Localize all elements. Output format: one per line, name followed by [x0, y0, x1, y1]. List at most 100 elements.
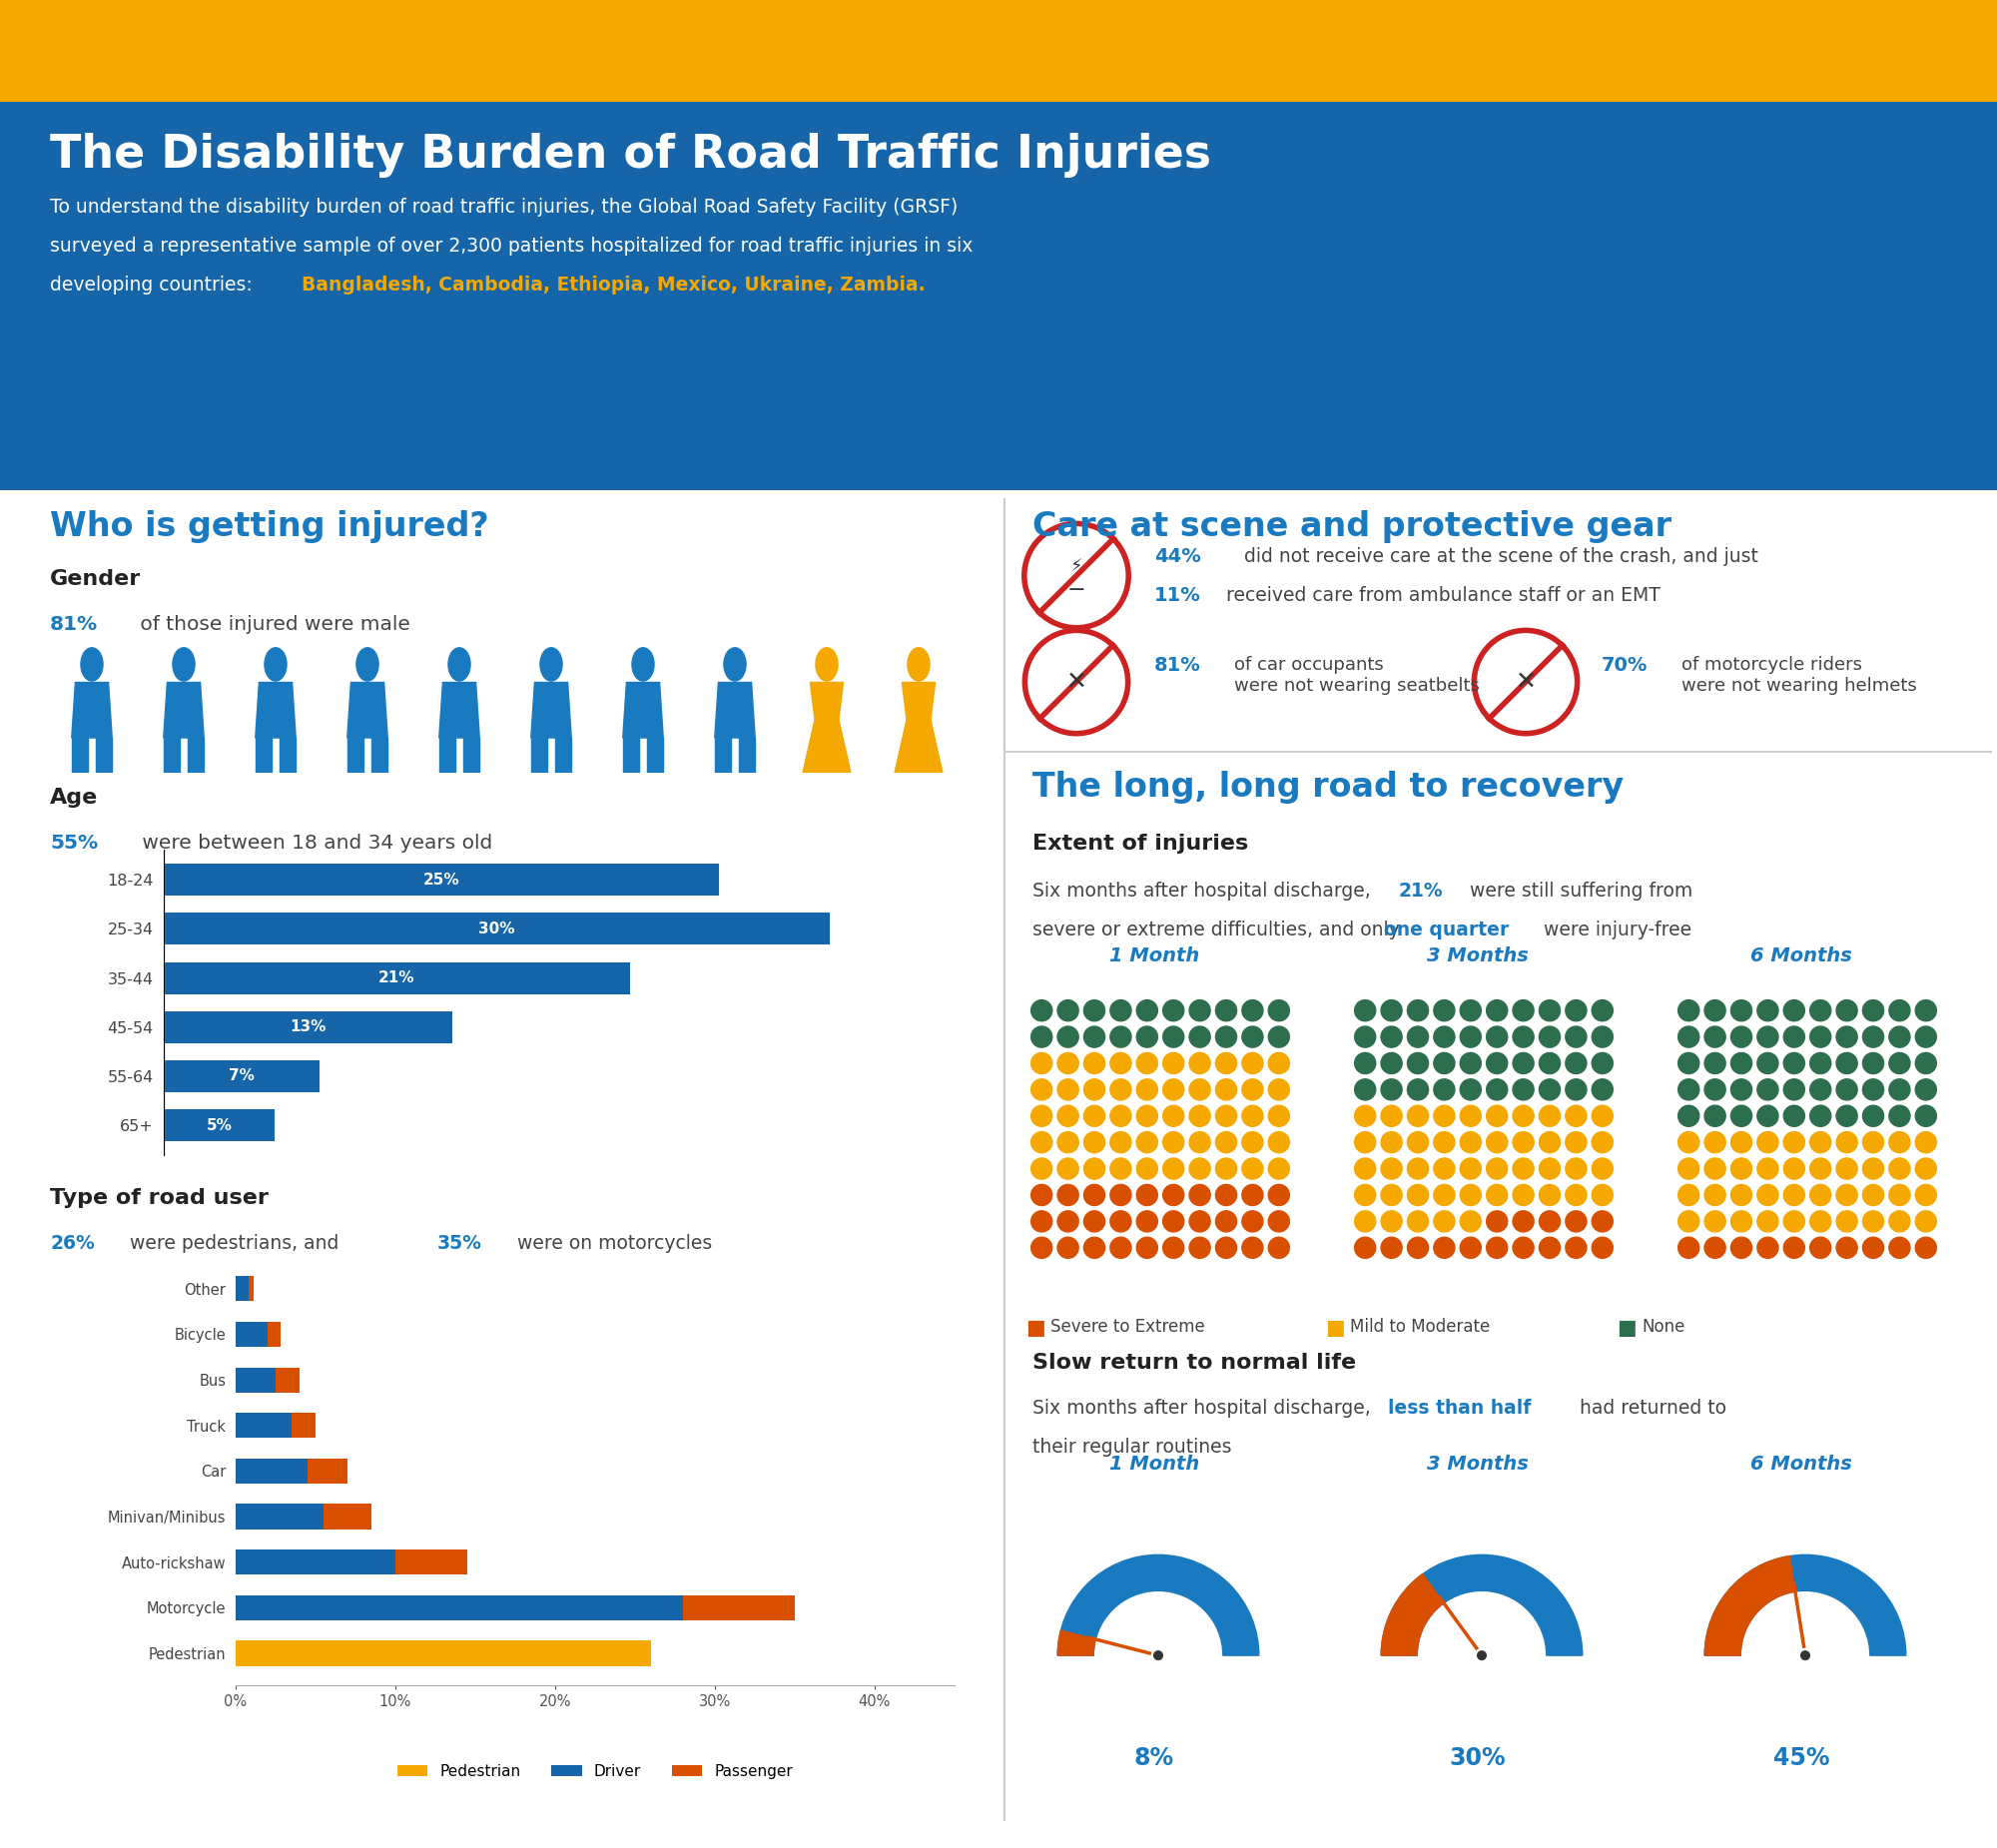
Circle shape [1242, 1026, 1262, 1048]
Circle shape [1837, 1159, 1857, 1179]
Circle shape [1566, 1210, 1586, 1233]
Circle shape [1242, 1000, 1262, 1022]
Circle shape [1757, 1159, 1777, 1179]
Circle shape [1592, 1185, 1614, 1205]
Circle shape [1863, 1000, 1883, 1022]
Circle shape [1705, 1026, 1725, 1048]
Circle shape [1731, 1105, 1751, 1127]
Circle shape [1566, 1236, 1586, 1258]
Circle shape [1486, 1053, 1508, 1074]
Circle shape [1809, 1210, 1831, 1233]
Circle shape [1757, 1079, 1777, 1100]
Circle shape [1154, 1650, 1162, 1660]
Bar [276, 1368, 300, 1392]
Polygon shape [347, 737, 363, 772]
Text: did not receive care at the scene of the crash, and just: did not receive care at the scene of the… [1238, 547, 1757, 565]
Circle shape [1268, 1105, 1290, 1127]
Circle shape [1084, 1026, 1104, 1048]
Circle shape [1058, 1236, 1078, 1258]
Circle shape [1162, 1185, 1184, 1205]
Circle shape [1731, 1026, 1751, 1048]
Circle shape [1136, 1131, 1158, 1153]
Circle shape [1190, 1210, 1210, 1233]
Circle shape [1434, 1236, 1454, 1258]
Circle shape [1460, 1053, 1482, 1074]
Circle shape [1757, 1131, 1777, 1153]
Circle shape [1783, 1053, 1805, 1074]
Circle shape [1030, 1053, 1052, 1074]
Circle shape [1110, 1079, 1130, 1100]
Wedge shape [1058, 1554, 1258, 1656]
Circle shape [1354, 1185, 1376, 1205]
Circle shape [1801, 1650, 1809, 1660]
Circle shape [1110, 1105, 1130, 1127]
Polygon shape [531, 737, 547, 772]
Text: were injury-free: were injury-free [1538, 920, 1691, 939]
Circle shape [1677, 1079, 1699, 1100]
Circle shape [1705, 1210, 1725, 1233]
Text: Mild to Moderate: Mild to Moderate [1350, 1318, 1490, 1336]
Circle shape [1434, 1159, 1454, 1179]
Circle shape [1136, 1159, 1158, 1179]
Circle shape [1058, 1079, 1078, 1100]
Text: Slow return to normal life: Slow return to normal life [1032, 1353, 1356, 1373]
Text: ■: ■ [1618, 1318, 1644, 1338]
Circle shape [1514, 1105, 1534, 1127]
Circle shape [1514, 1000, 1534, 1022]
Circle shape [1486, 1105, 1508, 1127]
Circle shape [1731, 1210, 1751, 1233]
Circle shape [1268, 1079, 1290, 1100]
Polygon shape [531, 682, 571, 737]
Circle shape [1268, 1210, 1290, 1233]
Circle shape [1731, 1236, 1751, 1258]
Circle shape [1216, 1053, 1236, 1074]
Polygon shape [371, 737, 387, 772]
Circle shape [1030, 1079, 1052, 1100]
Circle shape [1110, 1053, 1130, 1074]
Circle shape [1382, 1210, 1402, 1233]
Text: 70%: 70% [1602, 656, 1648, 675]
Circle shape [1162, 1131, 1184, 1153]
Circle shape [1809, 1131, 1831, 1153]
Circle shape [1162, 1053, 1184, 1074]
Circle shape [1783, 1000, 1805, 1022]
Text: 5%: 5% [206, 1118, 232, 1133]
Circle shape [1863, 1159, 1883, 1179]
Circle shape [1434, 1185, 1454, 1205]
Circle shape [1084, 1210, 1104, 1233]
Circle shape [1540, 1105, 1560, 1127]
Bar [268, 1321, 280, 1347]
Text: 81%: 81% [1154, 656, 1200, 675]
Circle shape [1540, 1079, 1560, 1100]
Circle shape [1677, 1131, 1699, 1153]
Circle shape [1889, 1026, 1909, 1048]
Circle shape [1592, 1105, 1614, 1127]
Circle shape [1190, 1079, 1210, 1100]
Circle shape [1242, 1131, 1262, 1153]
Circle shape [1190, 1000, 1210, 1022]
Circle shape [1268, 1185, 1290, 1205]
Circle shape [1058, 1210, 1078, 1233]
Polygon shape [347, 682, 387, 737]
Bar [683, 1595, 795, 1621]
Circle shape [1190, 1159, 1210, 1179]
Wedge shape [1058, 1630, 1096, 1656]
Circle shape [1915, 1210, 1937, 1233]
Text: were on motorcycles: were on motorcycles [511, 1234, 713, 1253]
Circle shape [1242, 1210, 1262, 1233]
Text: their regular routines: their regular routines [1032, 1438, 1232, 1456]
Circle shape [1486, 1210, 1508, 1233]
Circle shape [1460, 1236, 1482, 1258]
Circle shape [1705, 1131, 1725, 1153]
Polygon shape [439, 737, 455, 772]
Circle shape [1190, 1131, 1210, 1153]
Text: 1 Month: 1 Month [1108, 946, 1200, 965]
Circle shape [1408, 1053, 1428, 1074]
Bar [164, 1061, 320, 1092]
Circle shape [1863, 1079, 1883, 1100]
Bar [164, 913, 829, 944]
Bar [164, 863, 719, 896]
Circle shape [1566, 1000, 1586, 1022]
Wedge shape [1382, 1554, 1582, 1656]
Circle shape [1809, 1105, 1831, 1127]
